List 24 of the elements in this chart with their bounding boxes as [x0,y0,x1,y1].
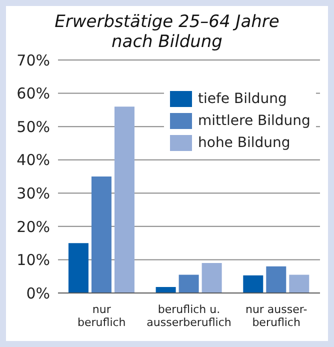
y-tick-label: 10% [16,251,50,270]
bar [202,263,222,293]
bar [289,274,310,293]
bar [68,243,88,293]
y-tick-label: 40% [16,151,50,170]
bar [91,176,112,293]
bar [114,106,134,293]
bar [266,266,286,293]
legend-label: tiefe Bildung [198,91,287,107]
y-tick-label: 20% [16,218,50,236]
chart-title: Erwerbstätige 25–64 Jahre nach Bildung [54,12,280,52]
bar [178,274,199,293]
x-tick-label: nur beruflich [78,303,126,329]
legend-label: mittlere Bildung [198,113,310,129]
bar [156,287,176,293]
y-tick-label: 70% [16,51,50,70]
bar [243,275,264,293]
legend-label: hohe Bildung [198,135,290,151]
x-tick-label: nur ausser- beruflich [245,303,308,329]
y-tick-label: 50% [16,118,50,136]
y-tick-label: 30% [16,184,50,202]
y-tick-label: 0% [26,284,50,302]
x-tick-label: beruflich u. ausserberuflich [146,303,232,329]
y-tick-label: 60% [16,84,50,103]
